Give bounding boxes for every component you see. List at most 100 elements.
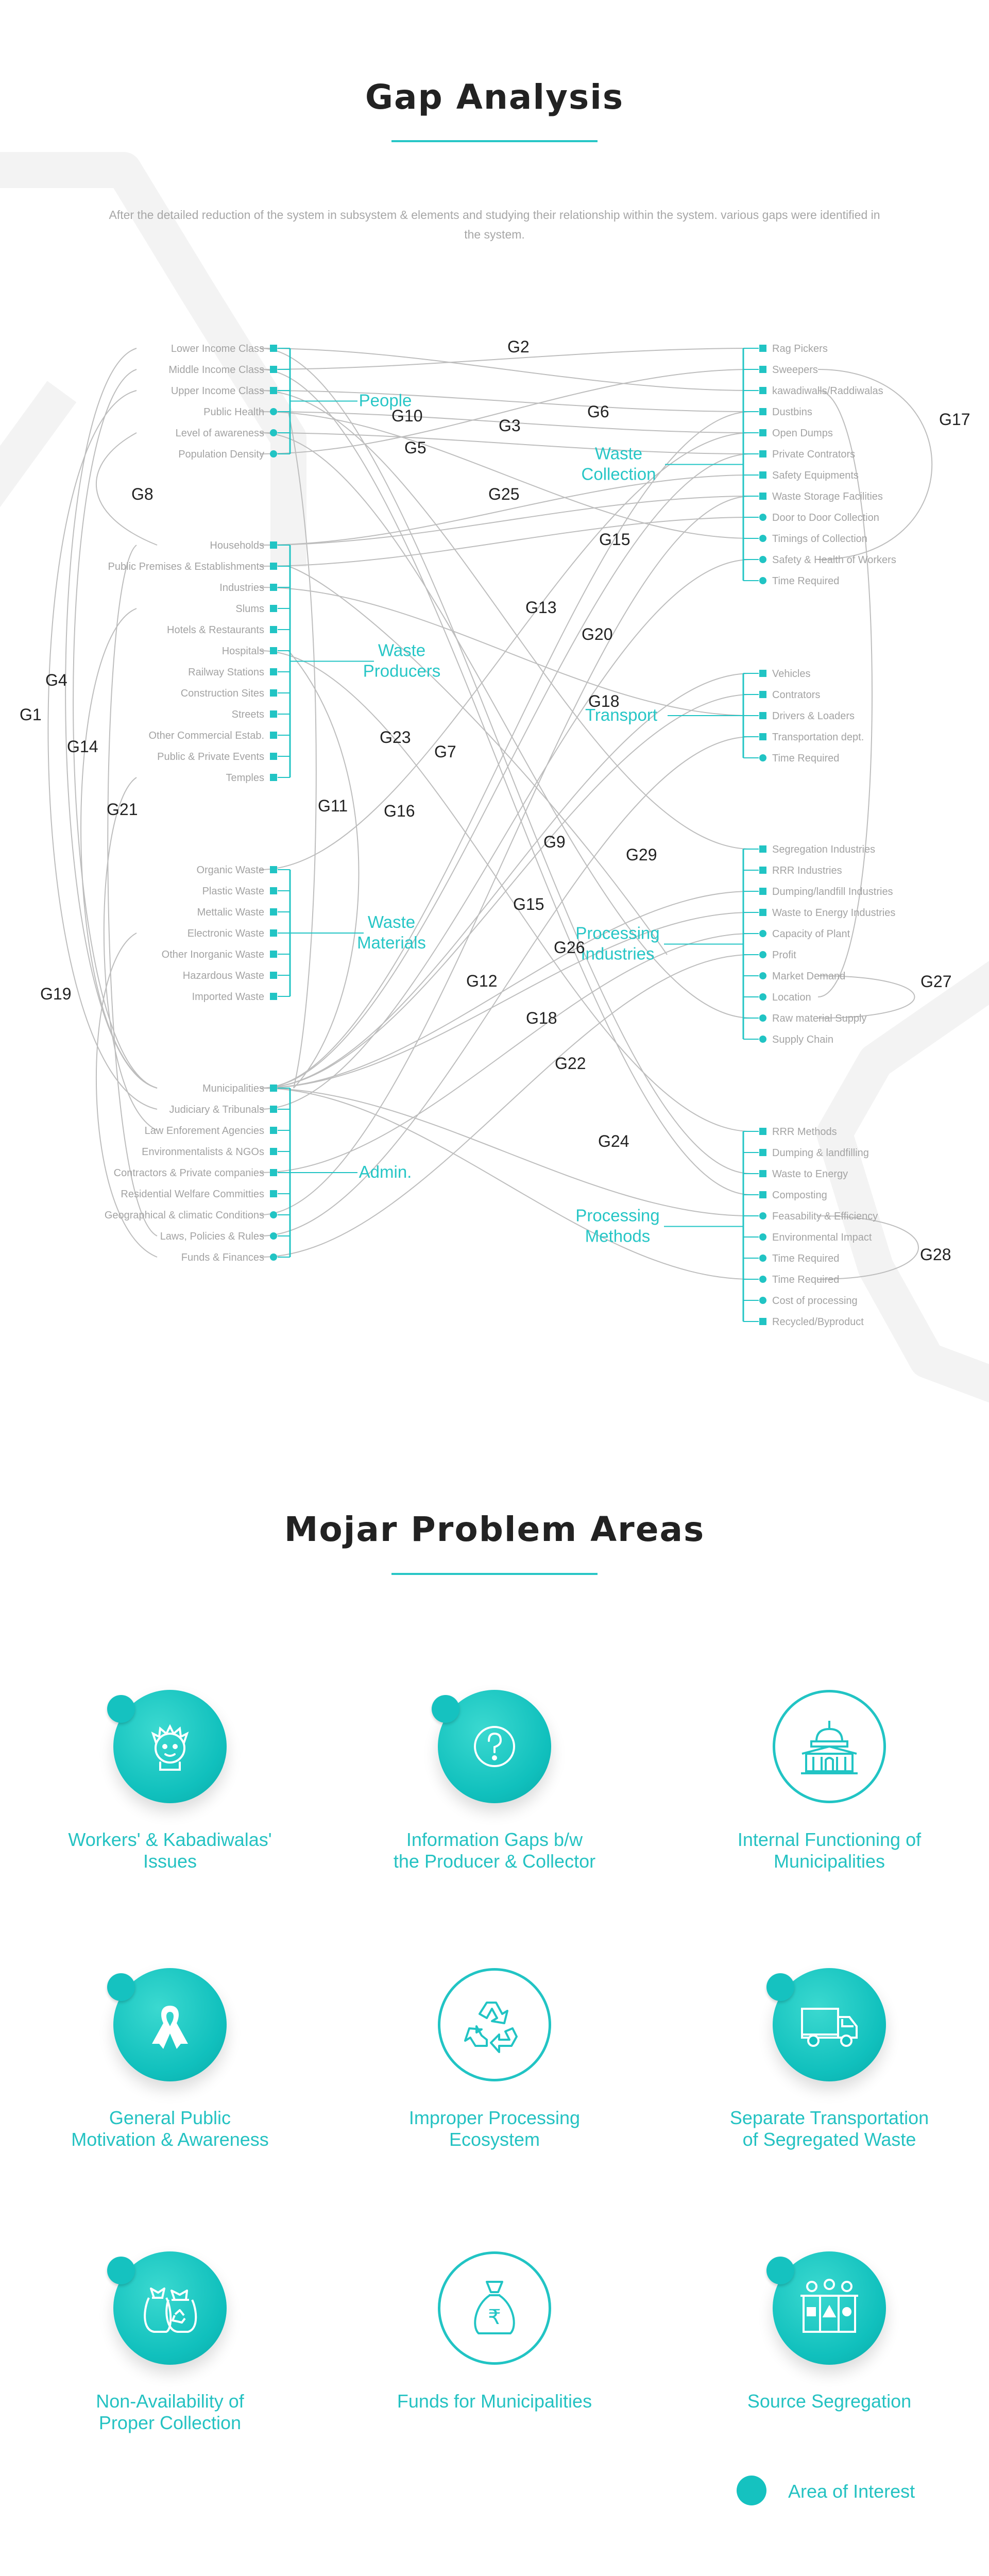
group-label-line: Admin.: [359, 1162, 412, 1181]
gap-analysis-diagram: People Lower Income Class Middle Income Cl…: [20, 337, 970, 1328]
gap-link: [260, 912, 752, 1089]
problem-area-awareness-ribbon: General Public Motivation & Awareness: [57, 1968, 283, 2150]
problem-area-badge: [766, 2251, 886, 2365]
interest-dot: [432, 1695, 459, 1723]
problem-area-title-line: Information Gaps b/w: [406, 1829, 583, 1850]
square-marker: [759, 845, 766, 853]
group-label-line: People: [359, 391, 412, 410]
gap-id-label: G4: [45, 671, 67, 689]
item-admin: Law Enforement Agencies: [145, 1125, 264, 1137]
gap-id-label: G8: [131, 485, 154, 503]
item-people: Upper Income Class: [171, 385, 264, 397]
gap-link: [260, 1088, 752, 1216]
problem-area-badge: [107, 1968, 227, 2081]
gap-id-labels: G1 G2 G3 G4 G5 G6 G7 G8 G9 G10 G11 G12 G13 G14 G15 G15 G…: [20, 337, 970, 1264]
item-collection: Waste Storage Facilities: [772, 491, 883, 502]
problem-area-title: Separate Transportation of Segregated Was…: [716, 2107, 943, 2150]
circle-marker: [759, 1276, 766, 1283]
gap-id-label: G29: [626, 845, 657, 864]
square-marker: [270, 908, 277, 916]
item-industries: Dumping/landfill Industries: [772, 886, 893, 897]
circle-marker: [759, 930, 766, 937]
square-marker: [759, 408, 766, 415]
interest-dot: [107, 1695, 135, 1723]
gap-id-label: G13: [525, 598, 556, 617]
gap-id-label: G26: [554, 938, 585, 957]
problem-area-badge: [107, 2251, 227, 2365]
gap-id-label: G16: [384, 802, 415, 820]
problem-area-truck: Separate Transportation of Segregated Was…: [716, 1968, 943, 2150]
gap-link: [260, 348, 752, 1174]
group-label-admin: Admin.: [359, 1162, 412, 1181]
gap-link: [260, 348, 752, 391]
item-transport: Drivers & Loaders: [772, 710, 855, 722]
gap-link: [260, 474, 752, 546]
item-collection: Door to Door Collection: [772, 512, 879, 523]
group-label-line: Waste: [595, 444, 642, 463]
gap-link: [260, 390, 752, 850]
group-label-line: Industries: [581, 944, 654, 963]
gap-id-label: G18: [588, 692, 619, 710]
gap-id-label: G3: [499, 416, 521, 435]
interest-dot: [107, 2257, 135, 2284]
item-collection: Private Contrators: [772, 449, 855, 460]
gap-link: [95, 432, 158, 546]
gap-link: [260, 369, 752, 454]
problem-area-title: Information Gaps b/w the Producer & Colle…: [381, 1829, 608, 1872]
item-producers: Hospitals: [222, 646, 264, 657]
problem-area-title-line: Motivation & Awareness: [71, 2129, 269, 2150]
item-admin: Funds & Finances: [181, 1252, 264, 1263]
group-label-industries: Processing Industries: [575, 924, 659, 963]
legend-dot: [737, 2476, 766, 2505]
gap-id-label: G5: [404, 438, 427, 457]
group-label-line: Waste: [378, 641, 425, 660]
square-marker: [270, 605, 277, 612]
gap-link: [260, 736, 752, 1236]
item-industries: RRR Industries: [772, 865, 842, 876]
item-producers: Railway Stations: [188, 667, 264, 678]
item-methods: Time Required: [772, 1274, 839, 1285]
circle-marker: [759, 754, 766, 761]
square-marker: [759, 493, 766, 500]
gap-link: [73, 369, 158, 1089]
square-marker: [759, 345, 766, 352]
item-industries: Market Demand: [772, 971, 845, 982]
gap-id-label: G15: [599, 530, 630, 549]
problem-area-badge: [438, 1968, 551, 2081]
gap-id-label: G14: [67, 737, 98, 756]
problem-area-question: Information Gaps b/w the Producer & Colle…: [381, 1690, 608, 1872]
gap-link: [817, 390, 873, 997]
gap-link: [260, 891, 752, 1089]
problem-area-title-line: Issues: [143, 1851, 197, 1872]
gap-link: [260, 673, 752, 1089]
group-label-line: Collection: [582, 465, 656, 484]
square-marker: [270, 993, 277, 1000]
gap-link: [260, 411, 752, 433]
circle-marker: [759, 1014, 766, 1022]
problem-area-title-line: Proper Collection: [98, 2412, 242, 2433]
item-methods: Recycled/Byproduct: [772, 1316, 864, 1328]
item-industries: Location: [772, 992, 811, 1003]
square-marker: [759, 387, 766, 394]
square-marker: [270, 689, 277, 697]
square-marker: [759, 1170, 766, 1177]
gap-link: [817, 369, 933, 560]
problem-area-title-line: Municipalities: [773, 1851, 885, 1872]
gap-analysis-title: Gap Analysis: [365, 77, 624, 117]
gap-link: [65, 348, 158, 1089]
item-collection: Time Required: [772, 575, 839, 587]
gap-link: [817, 1215, 919, 1280]
problem-area-title: Source Segregation: [716, 2391, 943, 2412]
circle-marker: [759, 972, 766, 979]
item-people: Public Health: [203, 406, 264, 418]
gap-link: [260, 694, 752, 1089]
problem-area-title-line: Source Segregation: [747, 2391, 912, 2412]
problem-area-segregation-bins: Source Segregation: [716, 2251, 943, 2412]
item-materials: Electronic Waste: [187, 928, 264, 939]
item-industries: Capacity of Plant: [772, 928, 850, 940]
problem-area-badge: [766, 1968, 886, 2081]
gap-link: [260, 587, 752, 716]
item-producers: Industries: [219, 582, 264, 594]
problem-area-title-line: Separate Transportation: [729, 2107, 929, 2128]
group-industries: Processing Industries Segregation Industri…: [575, 844, 895, 1045]
